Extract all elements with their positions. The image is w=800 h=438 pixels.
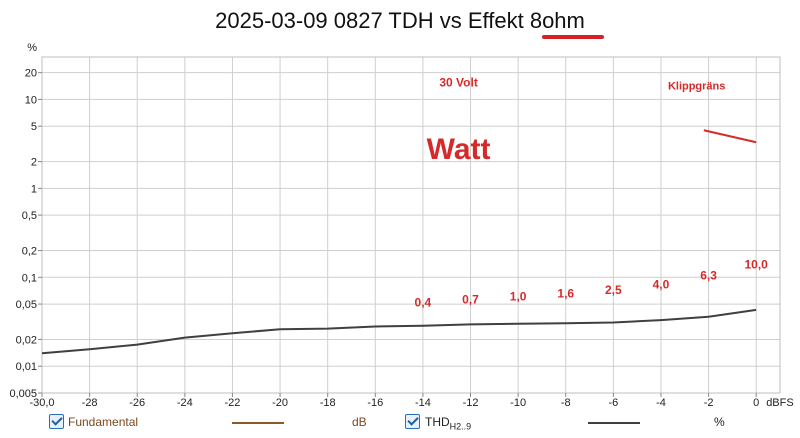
grid-lines [41, 57, 780, 394]
x-unit-label: dBFS [766, 397, 794, 409]
chart-title-emphasis: 8ohm [529, 8, 585, 33]
thd-checkbox[interactable] [405, 414, 420, 429]
x-tick-label: -28 [82, 397, 98, 409]
thd-chart: -30,0 -28 -26 -24 -22 -20 -18 -16 -14 -12 -10 -8 -6-… [9, 42, 793, 409]
y-tick-label: 0,02 [16, 334, 37, 346]
power-label: 0,7 [462, 292, 479, 306]
y-tick-label: 0,1 [22, 272, 37, 284]
x-tick-label: -26 [129, 397, 145, 409]
legend-thd-label: THD [425, 415, 450, 429]
legend-fundamental-label: Fundamental [68, 415, 139, 429]
y-tick-label: 0,5 [22, 210, 37, 222]
series-layer [41, 308, 757, 355]
legend-fundamental-unit: dB [352, 415, 367, 429]
x-tick-label: -24 [177, 397, 193, 409]
x-tick-label: -12 [463, 397, 479, 409]
power-label: 1,0 [510, 289, 527, 303]
legend-thd: THDH2..9 [425, 415, 471, 431]
y-tick-label: 10 [25, 94, 37, 106]
power-label: 6,3 [700, 268, 717, 282]
legend: Fundamental dB THDH2..9 % [0, 412, 800, 434]
fundamental-checkbox[interactable] [49, 414, 64, 429]
x-tick-label: -2 [704, 397, 714, 409]
annotation-clip-label: Klippgräns [668, 80, 725, 92]
legend-thd-swatch [588, 422, 640, 424]
axes [38, 56, 781, 397]
x-tick-label: -16 [367, 397, 383, 409]
x-tick-label: -10 [510, 397, 526, 409]
power-label: 0,4 [415, 295, 432, 309]
legend-fundamental-swatch [232, 422, 284, 424]
y-tick-label: 1 [31, 183, 37, 195]
x-tick-label: -14 [415, 397, 431, 409]
annotation-unit: Watt [427, 133, 491, 166]
x-tick-label: -6 [608, 397, 618, 409]
chart-title-main: 2025-03-09 0827 TDH vs Effekt [215, 8, 530, 33]
power-label: 2,5 [605, 283, 622, 297]
y-tick-label: 20 [25, 68, 37, 80]
x-tick-label: -8 [561, 397, 571, 409]
power-label: 10,0 [745, 258, 769, 272]
y-tick-label: 2 [31, 157, 37, 169]
chart-title: 2025-03-09 0827 TDH vs Effekt 8ohm [0, 8, 800, 34]
y-tick-label: 0,01 [16, 361, 37, 373]
legend-thd-sub: H2..9 [449, 421, 472, 432]
y-tick-label: 0,2 [22, 246, 37, 258]
legend-thd-unit: % [714, 415, 725, 429]
annotations: 30 Volt Watt Klippgräns 0,4 0,7 1,0 1,6 2,5 4,0 6… [415, 75, 769, 309]
power-label: 4,0 [653, 277, 670, 291]
tick-labels: -30,0 -28 -26 -24 -22 -20 -18 -16 -14 -12 -10 -8 -6-… [9, 42, 793, 409]
y-tick-label: 0,005 [9, 388, 37, 400]
power-label: 1,6 [557, 287, 574, 301]
y-axis-label: % [27, 42, 37, 54]
title-underline-mark [542, 35, 604, 39]
thd-series-line [41, 308, 757, 355]
plot-frame [41, 56, 781, 394]
x-tick-label: -22 [224, 397, 240, 409]
x-tick-label: -20 [272, 397, 288, 409]
x-tick-label: -30,0 [29, 397, 54, 409]
annotation-voltage: 30 Volt [439, 75, 477, 89]
annotation-clip-marker [703, 129, 757, 144]
y-tick-label: 0,05 [16, 299, 37, 311]
x-tick-label: -18 [320, 397, 336, 409]
y-tick-label: 5 [31, 121, 37, 133]
x-tick-label: 0 [753, 397, 759, 409]
x-tick-label: -4 [656, 397, 666, 409]
